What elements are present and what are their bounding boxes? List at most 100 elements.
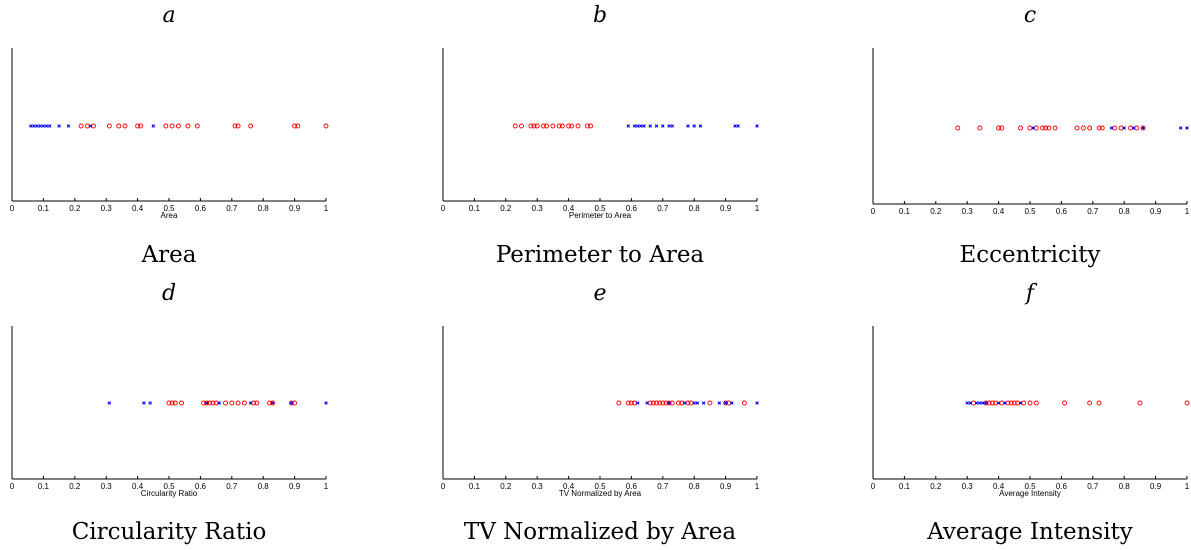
data-point-cross — [645, 401, 649, 405]
data-point-circle — [207, 400, 213, 406]
data-point-circle — [657, 400, 663, 406]
data-point-cross — [698, 124, 703, 128]
data-point-circle — [289, 400, 294, 406]
data-point-cross — [38, 124, 43, 128]
data-point-circle — [625, 400, 631, 406]
data-point-circle — [999, 400, 1005, 406]
data-point-cross — [642, 124, 646, 128]
data-point-circle — [138, 123, 144, 129]
data-point-circle — [676, 400, 681, 406]
x-tick-label: 0.4 — [132, 204, 144, 213]
data-point-circle — [660, 400, 666, 406]
data-point-circle — [955, 125, 961, 131]
data-point-cross — [1109, 126, 1114, 130]
series-circle — [971, 400, 1190, 406]
series-circle — [616, 400, 747, 406]
x-tick-label: 0.8 — [689, 204, 701, 213]
chart-panel-e: e 0 0.1 0.2 0.3 0.4 0.5 0.6 0.7 0.8 0.9 1 TV Normali… — [441, 281, 760, 545]
x-tick-label: 0.2 — [930, 482, 942, 491]
data-point-circle — [647, 400, 653, 406]
data-point-circle — [550, 123, 556, 129]
data-point-circle — [528, 123, 534, 129]
x-tick-label: 0.2 — [69, 204, 81, 213]
x-tick-label: 0 — [871, 482, 876, 491]
series-cross — [1031, 126, 1189, 130]
x-tick-label: 0 — [10, 482, 15, 491]
x-tick-label: 0.1 — [469, 482, 481, 491]
data-point-circle — [559, 123, 565, 129]
panel-letter: b — [593, 3, 607, 28]
x-tick-label: 0.3 — [962, 207, 974, 216]
data-point-cross — [88, 124, 93, 128]
x-tick-label: 0.4 — [563, 204, 575, 213]
data-point-cross — [1178, 126, 1183, 130]
data-point-circle — [1043, 125, 1049, 131]
data-point-circle — [1062, 400, 1067, 406]
data-point-circle — [172, 400, 178, 406]
data-point-circle — [688, 400, 694, 406]
x-tick-label: 0.7 — [1087, 207, 1099, 216]
x-tick-label: 0.1 — [38, 204, 50, 213]
panel-caption: Perimeter to Area — [496, 242, 705, 268]
x-tick-label: 0.1 — [899, 482, 911, 491]
data-point-circle — [1096, 125, 1102, 131]
data-point-circle — [1134, 125, 1140, 131]
data-point-circle — [707, 400, 713, 406]
x-tick-label: 0.8 — [1119, 482, 1131, 491]
data-point-circle — [989, 400, 995, 406]
data-point-cross — [968, 401, 973, 405]
data-point-cross — [35, 124, 39, 128]
data-point-cross — [667, 124, 671, 128]
data-point-cross — [670, 124, 675, 128]
data-point-circle — [1112, 125, 1118, 131]
x-tick-label: 0.9 — [1150, 207, 1162, 216]
data-point-circle — [569, 123, 575, 129]
panel-caption: Average Intensity — [926, 519, 1133, 545]
chart-panel-f: f 0 0.1 0.2 0.3 0.4 0.5 0.6 0.7 0.8 0.9 1 Average In… — [871, 281, 1190, 545]
data-point-circle — [971, 400, 976, 406]
data-point-circle — [512, 123, 518, 129]
x-axis-label: Area — [161, 211, 178, 220]
x-tick-label: 0.3 — [532, 482, 544, 491]
data-point-circle — [248, 123, 254, 129]
data-point-circle — [666, 400, 672, 406]
data-point-circle — [166, 400, 172, 406]
data-point-circle — [1018, 125, 1024, 131]
x-tick-label: 0.9 — [720, 204, 732, 213]
data-point-cross — [148, 401, 152, 405]
data-point-cross — [626, 124, 631, 128]
data-point-circle — [229, 400, 235, 406]
data-point-circle — [531, 123, 537, 129]
data-point-circle — [977, 125, 983, 131]
panel-letter: a — [162, 3, 175, 28]
data-point-cross — [755, 124, 759, 128]
data-point-circle — [241, 400, 247, 406]
data-point-circle — [544, 123, 550, 129]
data-point-cross — [695, 401, 700, 405]
x-axis-label: Circularity Ratio — [141, 489, 198, 498]
data-point-circle — [632, 400, 637, 406]
data-point-cross — [1185, 126, 1189, 130]
panel-letter: d — [162, 281, 176, 306]
series-circle — [512, 123, 594, 129]
data-point-cross — [686, 124, 690, 128]
x-axis-label: Average Intensity — [999, 489, 1061, 498]
x-tick-label: 0 — [10, 204, 15, 213]
x-tick-label: 0.5 — [163, 482, 175, 491]
data-point-circle — [588, 123, 594, 129]
x-tick-label: 0.5 — [594, 482, 606, 491]
data-point-cross — [41, 124, 46, 128]
x-tick-label: 0.6 — [626, 482, 638, 491]
data-point-circle — [232, 123, 238, 129]
x-tick-label: 0.7 — [1087, 482, 1099, 491]
data-point-cross — [733, 124, 737, 128]
data-point-circle — [996, 125, 1002, 131]
x-tick-label: 0.7 — [226, 482, 238, 491]
data-point-cross — [736, 124, 740, 128]
data-point-circle — [999, 125, 1005, 131]
x-tick-label: 1 — [324, 482, 329, 491]
chart-panel-b: b 0 0.1 0.2 0.3 0.4 0.5 0.6 0.7 0.8 0.9 1 Perimeter … — [441, 3, 760, 268]
data-point-circle — [91, 123, 97, 129]
series-cross — [965, 401, 1023, 405]
panel-letter: f — [1024, 281, 1038, 306]
